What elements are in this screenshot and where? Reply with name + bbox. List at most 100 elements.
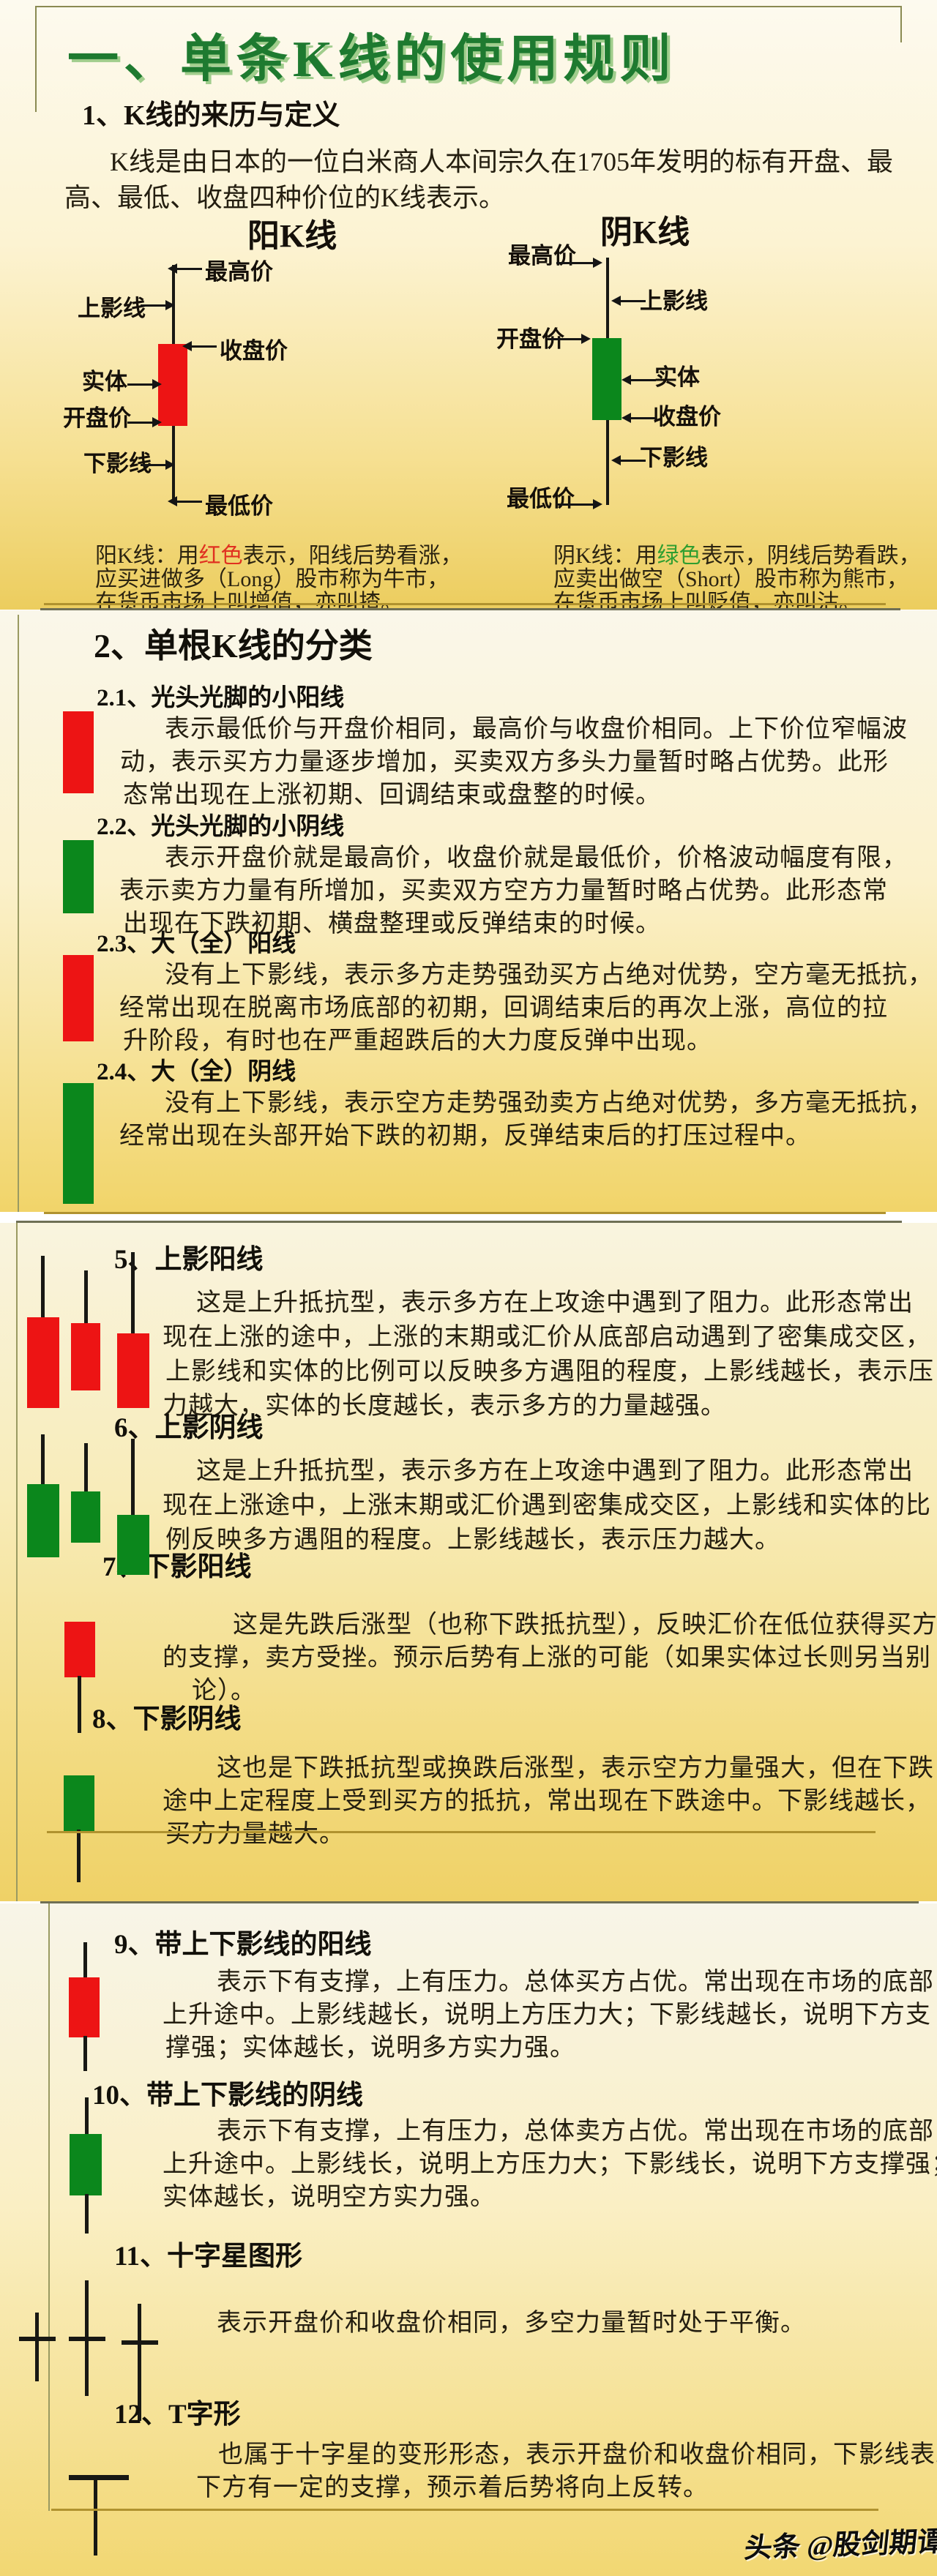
lower-shadow-wick [85, 2194, 89, 2234]
arrow-icon [621, 375, 656, 385]
intro-paragraph-line: K线是由日本的一位白米商人本间宗久在1705年发明的标有开盘、最 [110, 147, 893, 176]
slide4-frame-left [48, 1903, 50, 2511]
arrow-icon [611, 296, 646, 306]
slide4-bottom-gold-line [51, 2509, 878, 2511]
body-line: 现在上涨途中，上涨末期或汇价遇到密集成交区，上影线和实体的比 [163, 1492, 931, 1519]
upper-shadow-yin-candle [27, 1484, 59, 1557]
doji-cross-horizontal [19, 2337, 56, 2341]
body-line: 实体越长，说明空方实力强。 [163, 2184, 496, 2211]
body-line: 这是先跌后涨型（也称下跌抵抗型），反映汇价在低位获得买方 [233, 1611, 937, 1639]
upper-shadow-wick [41, 1256, 45, 1322]
body-line: 下方有一定的支撑，预示着后势将向上反转。 [196, 2474, 709, 2501]
section-1-heading: 1、K线的来历与定义 [82, 100, 340, 131]
big-yang-candle [63, 955, 94, 1041]
slide-4 [0, 1903, 937, 2576]
upper-shadow-wick [131, 1439, 135, 1518]
arrow-icon [141, 460, 175, 470]
arrow-icon [127, 417, 162, 427]
caption-text: 表示，阴线后势看跌， [701, 544, 921, 568]
section-6-heading: 6、上影阴线 [114, 1413, 264, 1443]
small-yang-candle [63, 711, 94, 793]
section-12-heading: 12、T字形 [114, 2400, 241, 2430]
yang-label-lower-shadow: 下影线 [83, 451, 152, 476]
section-2-3-heading: 2.3、大（全）阳线 [97, 931, 296, 957]
body-line: 表示开盘价和收盘价相同，多空力量暂时处于平衡。 [217, 2310, 806, 2337]
caption-text: 阴K线：用 [553, 544, 657, 568]
slide1-frame-left [35, 6, 37, 112]
arrow-icon [556, 499, 602, 509]
yang-label-high: 最高价 [205, 259, 273, 285]
body-line: 上升途中。上影线越长，说明上方压力大；下影线越长，说明下方支 [163, 2002, 931, 2029]
lower-shadow-wick [83, 2036, 87, 2071]
body-line: 经常出现在头部开始下跌的初期，反弹结束后的打压过程中。 [119, 1123, 811, 1150]
section-5-heading: 5、上影阳线 [114, 1245, 264, 1275]
body-line: 没有上下影线，表示空方走势强劲卖方占绝对优势，多方毫无抵抗， [165, 1090, 933, 1117]
small-yin-candle [63, 840, 94, 913]
upper-shadow-yin-candle [71, 1491, 100, 1543]
body-line: 出现在下跌初期、横盘整理或反弹结束的时候。 [123, 910, 661, 937]
body-line: 没有上下影线，表示多方走势强劲买方占绝对优势，空方毫无抵抗， [165, 962, 933, 989]
body-line: 经常出现在脱离市场底部的初期，回调结束后的再次上涨，高位的拉 [119, 995, 888, 1022]
body-line: 买方力量越大。 [165, 1821, 345, 1848]
upper-shadow-yang-candle [27, 1317, 59, 1408]
body-line: 上影线和实体的比例可以反映多方遇阻的程度，上影线越长，表示压 [165, 1358, 934, 1385]
upper-shadow-yang-candle [117, 1333, 149, 1408]
t-shape-horizontal [69, 2475, 129, 2480]
yin-label-upper-shadow: 上影线 [640, 288, 708, 314]
doji-cross-vertical [138, 2304, 141, 2421]
body-line: 表示开盘价就是最高价，收盘价就是最低价，价格波动幅度有限， [165, 845, 908, 872]
section-2-4-heading: 2.4、大（全）阴线 [97, 1059, 296, 1085]
yin-label-body: 实体 [654, 364, 700, 390]
divider-gold-line [44, 603, 886, 605]
yang-caption-line1: 阳K线：用红色表示，阳线后势看涨， [95, 537, 463, 569]
body-line: 表示下有支撑，上有压力。总体买方占优。常出现在市场的底部， [217, 1969, 937, 1996]
slide3-bottom-gold-line [47, 1831, 876, 1833]
caption-text: 阳K线：用 [95, 544, 199, 568]
yin-label-open: 开盘价 [496, 326, 564, 352]
both-shadow-yin-candle [70, 2134, 102, 2195]
doji-cross-vertical [35, 2313, 39, 2381]
slide1-frame-top [35, 6, 902, 7]
yang-label-open: 开盘价 [63, 405, 131, 431]
yin-caption-line2: 应卖出做空（Short）股市称为熊市， [553, 567, 909, 591]
body-line: 上升途中。上影线长，说明上方压力大；下影线长，说明下方支撑强； [163, 2151, 937, 2178]
body-line: 这也是下跌抵抗型或换跌后涨型，表示空方力量强大，但在下跌 [217, 1755, 934, 1782]
intro-paragraph-line: 高、最低、收盘四种价位的K线表示。 [64, 183, 505, 212]
yin-candle-body [592, 338, 621, 420]
arrow-icon [127, 379, 162, 389]
body-line: 现在上涨的途中，上涨的末期或汇价从底部启动遇到了密集成交区， [163, 1324, 931, 1351]
upper-shadow-yang-candle [71, 1323, 100, 1390]
yang-label-upper-shadow: 上影线 [78, 296, 146, 321]
arrow-icon [182, 341, 217, 351]
both-shadow-yang-candle [69, 1977, 100, 2037]
section-9-heading: 9、带上下影线的阳线 [114, 1930, 372, 1960]
divider-line [40, 608, 900, 610]
yang-caption-line2: 应买进做多（Long）股市称为牛市， [95, 567, 449, 591]
green-word: 绿色 [657, 544, 701, 568]
body-line: 的支撑，卖方受挫。预示后势有上涨的可能（如果实体过长则另当别 [163, 1644, 931, 1671]
upper-shadow-wick [41, 1434, 45, 1487]
t-shape-vertical [94, 2479, 97, 2556]
upper-shadow-wick [84, 1270, 88, 1325]
section-2-heading: 2、单根K线的分类 [94, 627, 373, 664]
body-line: 例反映多方遇阻的程度。上影线越长，表示压力越大。 [165, 1527, 780, 1554]
slide-3 [0, 1223, 937, 1901]
upper-shadow-wick [131, 1252, 135, 1336]
red-word: 红色 [198, 544, 243, 568]
yin-diagram-title: 阴K线 [600, 214, 690, 250]
caption-text: 表示，阳线后势看涨， [242, 544, 463, 568]
arrow-icon [611, 455, 646, 465]
section-10-heading: 10、带上下影线的阴线 [92, 2081, 363, 2111]
yang-diagram-title: 阳K线 [247, 218, 337, 254]
body-line: 表示下有支撑，上有压力，总体卖方占优。常出现在市场的底部， [217, 2118, 937, 2145]
section-2-1-heading: 2.1、光头光脚的小阳线 [97, 685, 345, 711]
yang-candle-body [158, 344, 187, 426]
divider-line [16, 1221, 902, 1223]
lower-shadow-wick [78, 1676, 81, 1733]
body-line: 途中上定程度上受到买方的抵抗，常出现在下跌途中。下影线越长， [163, 1788, 931, 1815]
arrow-icon [141, 300, 175, 310]
slide1-frame-right [900, 6, 902, 42]
doji-cross-horizontal [69, 2337, 105, 2341]
upper-shadow-yin-candle [117, 1515, 149, 1575]
